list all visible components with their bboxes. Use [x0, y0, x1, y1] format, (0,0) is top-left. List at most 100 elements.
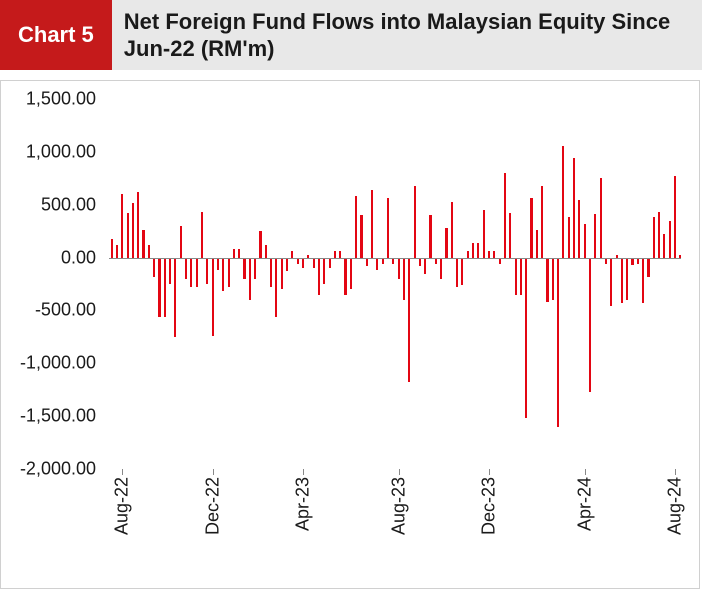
x-tick-label: Dec-22 — [202, 477, 223, 535]
bar — [313, 258, 315, 269]
y-tick-label: 1,500.00 — [1, 89, 96, 110]
x-tick — [213, 469, 214, 475]
bar — [350, 258, 352, 290]
bar — [323, 258, 325, 284]
chart-title: Net Foreign Fund Flows into Malaysian Eq… — [112, 0, 702, 70]
bar — [281, 258, 283, 290]
bar — [265, 245, 267, 258]
bar — [445, 228, 447, 258]
chart-badge: Chart 5 — [0, 0, 112, 70]
bar — [222, 258, 224, 292]
bar — [185, 258, 187, 279]
bar — [562, 146, 564, 258]
bar — [536, 230, 538, 257]
bar — [249, 258, 251, 300]
bar — [642, 258, 644, 303]
bar — [270, 258, 272, 288]
bar — [568, 217, 570, 257]
bar — [371, 190, 373, 258]
bar — [217, 258, 219, 271]
x-tick-label: Dec-23 — [479, 477, 500, 535]
x-tick-label: Apr-24 — [574, 477, 595, 531]
x-tick — [122, 469, 123, 475]
chart-container: 1,500.001,000.00500.000.00-500.00-1,000.… — [0, 80, 700, 589]
bar — [116, 245, 118, 258]
y-tick-label: -1,500.00 — [1, 406, 96, 427]
bar — [196, 258, 198, 288]
y-tick-label: 0.00 — [1, 247, 96, 268]
bar — [329, 258, 331, 269]
bar — [254, 258, 256, 279]
x-tick-label: Apr-23 — [292, 477, 313, 531]
bar — [477, 243, 479, 258]
bar — [111, 239, 113, 258]
bar — [557, 258, 559, 427]
bar — [578, 200, 580, 257]
bar — [302, 258, 304, 269]
bar — [594, 214, 596, 257]
bar — [398, 258, 400, 279]
bar — [121, 194, 123, 257]
bar — [429, 215, 431, 257]
bar — [621, 258, 623, 303]
bar — [530, 198, 532, 257]
bar — [647, 258, 649, 277]
zero-line — [109, 258, 681, 259]
bar — [127, 213, 129, 257]
bar — [403, 258, 405, 300]
y-tick-label: 1,000.00 — [1, 141, 96, 162]
bar — [243, 258, 245, 279]
bar — [631, 258, 633, 265]
bar — [504, 173, 506, 258]
bar — [546, 258, 548, 302]
bar — [387, 198, 389, 257]
bar-series — [109, 99, 681, 469]
bar — [206, 258, 208, 284]
x-tick — [489, 469, 490, 475]
bar — [461, 258, 463, 285]
bar — [440, 258, 442, 279]
bar — [153, 258, 155, 277]
bar — [509, 213, 511, 257]
bar — [483, 210, 485, 258]
bar — [169, 258, 171, 284]
bar — [212, 258, 214, 336]
x-tick — [585, 469, 586, 475]
bar — [552, 258, 554, 300]
bar — [366, 258, 368, 266]
chart-header: Chart 5 Net Foreign Fund Flows into Mala… — [0, 0, 702, 70]
x-tick — [675, 469, 676, 475]
bar — [584, 224, 586, 258]
bar — [669, 221, 671, 258]
bar — [600, 178, 602, 257]
bar — [190, 258, 192, 288]
x-tick — [399, 469, 400, 475]
bar — [275, 258, 277, 317]
bar — [451, 202, 453, 258]
bar — [653, 217, 655, 257]
bar — [355, 196, 357, 257]
bar — [376, 258, 378, 271]
plot-area — [109, 99, 681, 469]
bar — [674, 176, 676, 257]
bar — [158, 258, 160, 317]
bar — [318, 258, 320, 295]
bar — [610, 258, 612, 307]
bar — [132, 203, 134, 258]
bar — [142, 230, 144, 257]
bar — [658, 212, 660, 257]
bar — [414, 186, 416, 258]
bar — [456, 258, 458, 288]
bar — [520, 258, 522, 295]
y-tick-label: 500.00 — [1, 194, 96, 215]
bar — [424, 258, 426, 275]
x-tick-label: Aug-22 — [112, 477, 133, 535]
bar — [137, 192, 139, 258]
bar — [515, 258, 517, 295]
bar — [589, 258, 591, 392]
x-tick — [303, 469, 304, 475]
bar — [201, 212, 203, 257]
y-tick-label: -1,000.00 — [1, 353, 96, 374]
bar — [663, 234, 665, 257]
x-tick-label: Aug-23 — [388, 477, 409, 535]
